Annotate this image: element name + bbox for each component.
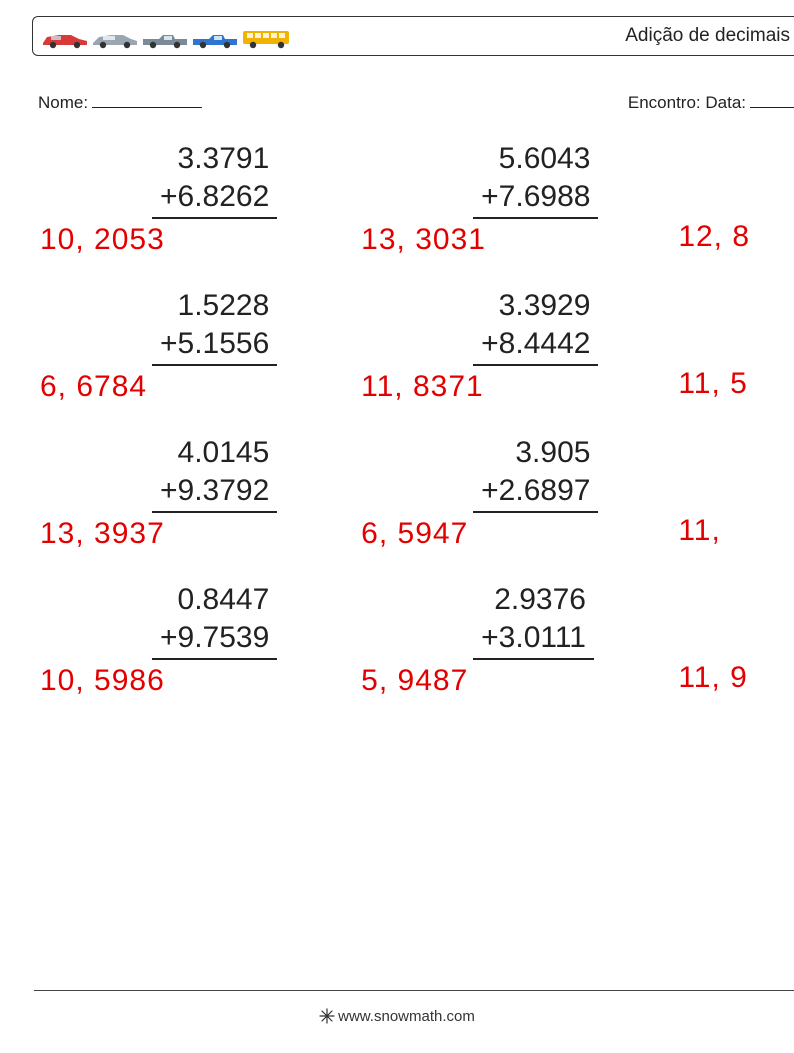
answer: 6, 5947	[361, 517, 468, 551]
problem: 11, 9	[678, 581, 794, 698]
addition-stack: 5.6043+7.6988	[481, 140, 590, 219]
addend-top: 5.6043	[481, 140, 590, 178]
footer: www.snowmath.com	[0, 1008, 794, 1025]
problem-row: 1.5228+5.1556 6, 6784 3.3929+8.4442 11, 837…	[36, 287, 794, 404]
addend-bottom: +5.1556	[160, 325, 269, 363]
addition-stack: 1.5228+5.1556	[160, 287, 269, 366]
truck-icon	[141, 29, 189, 49]
snow-icon	[319, 1008, 335, 1024]
sum-rule	[152, 658, 277, 660]
answer: 10, 2053	[40, 223, 165, 257]
sum-rule	[152, 364, 277, 366]
sum-rule	[473, 217, 598, 219]
addition-stack: 0.8447+9.7539	[160, 581, 269, 660]
name-blank	[92, 90, 202, 108]
addend-bottom: +9.3792	[160, 472, 269, 510]
addend-top: 4.0145	[160, 434, 269, 472]
sum-rule	[152, 511, 277, 513]
truck-icon	[191, 29, 239, 49]
problem: 5.6043+7.6988 13, 3031	[357, 140, 678, 257]
addition-stack: 3.3929+8.4442	[481, 287, 590, 366]
addition-stack: 3.3791+6.8262	[160, 140, 269, 219]
addition-stack: 2.9376+3.0111	[481, 581, 586, 660]
answer: 6, 6784	[40, 370, 147, 404]
problem: 3.905+2.6897 6, 5947	[357, 434, 678, 551]
header-box: Adição de decimais	[32, 16, 794, 56]
answer: 10, 5986	[40, 664, 165, 698]
answer: 13, 3031	[361, 223, 486, 257]
addition-stack: 3.905+2.6897	[481, 434, 590, 513]
addend-bottom: +3.0111	[481, 619, 586, 657]
problem: 11,	[678, 434, 794, 551]
answer: 11,	[678, 514, 720, 548]
date-label: Encontro: Data:	[628, 93, 746, 113]
problem: 0.8447+9.7539 10, 5986	[36, 581, 357, 698]
problem: 12, 8	[678, 140, 794, 257]
date-blank	[750, 90, 794, 108]
name-label: Nome:	[38, 93, 88, 113]
problem: 1.5228+5.1556 6, 6784	[36, 287, 357, 404]
addend-top: 1.5228	[160, 287, 269, 325]
meta-row: Nome: Encontro: Data:	[38, 90, 794, 113]
addition-stack: 4.0145+9.3792	[160, 434, 269, 513]
sum-rule	[473, 658, 594, 660]
addend-top: 3.3929	[481, 287, 590, 325]
sum-rule	[152, 217, 277, 219]
sum-rule	[473, 511, 598, 513]
answer: 11, 8371	[361, 370, 484, 404]
answer: 11, 9	[678, 661, 748, 695]
addend-bottom: +9.7539	[160, 619, 269, 657]
answer: 13, 3937	[40, 517, 165, 551]
worksheet-title: Adição de decimais	[625, 25, 794, 47]
problems-grid: 3.3791+6.8262 10, 2053 5.6043+7.6988 13, 30…	[36, 140, 794, 728]
answer: 5, 9487	[361, 664, 468, 698]
problem: 11, 5	[678, 287, 794, 404]
addend-top: 0.8447	[160, 581, 269, 619]
answer: 11, 5	[678, 367, 748, 401]
problem: 3.3791+6.8262 10, 2053	[36, 140, 357, 257]
footer-rule	[34, 990, 794, 991]
car-icon	[41, 29, 89, 49]
problem: 2.9376+3.0111 5, 9487	[357, 581, 678, 698]
addend-bottom: +2.6897	[481, 472, 590, 510]
problem: 3.3929+8.4442 11, 8371	[357, 287, 678, 404]
addend-top: 3.905	[481, 434, 590, 472]
addend-top: 2.9376	[481, 581, 586, 619]
car-icon	[91, 29, 139, 49]
problem-row: 4.0145+9.3792 13, 3937 3.905+2.6897 6, 5947…	[36, 434, 794, 551]
addend-top: 3.3791	[160, 140, 269, 178]
footer-text: www.snowmath.com	[338, 1008, 475, 1025]
problem-row: 0.8447+9.7539 10, 5986 2.9376+3.0111 5, 948…	[36, 581, 794, 698]
addend-bottom: +6.8262	[160, 178, 269, 216]
problem-row: 3.3791+6.8262 10, 2053 5.6043+7.6988 13, 30…	[36, 140, 794, 257]
answer: 12, 8	[678, 220, 750, 254]
sum-rule	[473, 364, 598, 366]
bus-icon	[241, 27, 293, 49]
problem: 4.0145+9.3792 13, 3937	[36, 434, 357, 551]
addend-bottom: +7.6988	[481, 178, 590, 216]
addend-bottom: +8.4442	[481, 325, 590, 363]
vehicle-icons	[41, 17, 293, 55]
